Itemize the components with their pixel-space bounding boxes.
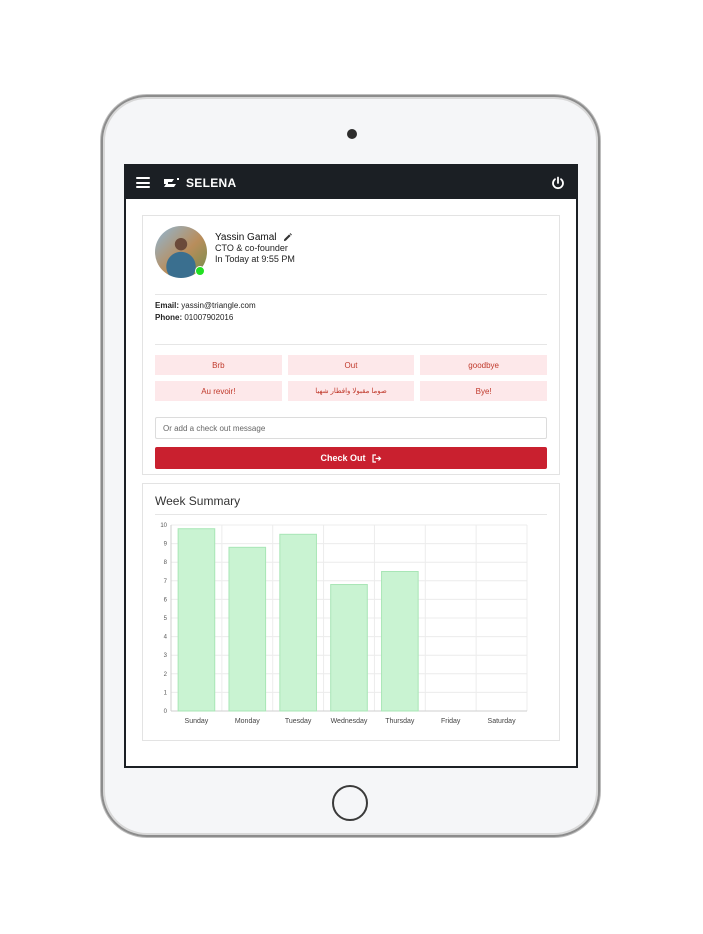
avatar [155, 226, 207, 278]
bar-wednesday [330, 584, 368, 712]
profile-card: Yassin Gamal CTO & co-founder In Today a… [142, 215, 560, 475]
power-icon[interactable] [550, 175, 566, 191]
checkout-button-label: Check Out [320, 453, 366, 463]
profile-header: Yassin Gamal CTO & co-founder In Today a… [155, 226, 547, 295]
contact-info: Email: yassin@triangle.com Phone: 010079… [155, 295, 547, 345]
y-tick-label: 7 [164, 579, 168, 585]
phone-label: Phone: [155, 313, 183, 322]
quick-message-au-revoir[interactable]: Au revoir! [155, 381, 282, 401]
quick-message-grid: Brb Out goodbye Au revoir! صوما مقبولا و… [155, 355, 547, 401]
profile-status-time: In Today at 9:55 PM [215, 254, 295, 264]
app-title: SELENA [186, 175, 237, 190]
hamburger-menu-icon[interactable] [136, 177, 150, 188]
y-tick-label: 0 [164, 709, 168, 715]
checkout-button[interactable]: Check Out [155, 447, 547, 469]
profile-name: Yassin Gamal [215, 232, 295, 243]
y-tick-label: 4 [164, 635, 168, 641]
profile-details: Yassin Gamal CTO & co-founder In Today a… [215, 226, 295, 265]
bar-thursday [381, 571, 419, 712]
y-tick-label: 9 [164, 542, 168, 548]
profile-role: CTO & co-founder [215, 243, 288, 253]
y-tick-label: 6 [164, 597, 168, 603]
y-tick-label: 5 [164, 616, 168, 622]
bar-sunday [177, 528, 216, 712]
quick-message-arabic[interactable]: صوما مقبولا وافطار شهيا [287, 381, 415, 401]
selena-logo-icon [164, 177, 179, 187]
main-content: Yassin Gamal CTO & co-founder In Today a… [126, 199, 576, 741]
phone-row: Phone: 01007902016 [155, 312, 547, 324]
pencil-icon[interactable] [283, 233, 292, 242]
email-label: Email: [155, 301, 180, 310]
week-summary-title: Week Summary [155, 494, 547, 515]
x-tick-label: Wednesday [331, 718, 368, 725]
checkout-message-input[interactable] [155, 417, 547, 439]
week-summary-chart: 0 1 2 3 4 5 6 7 8 9 10 Sunday Monday Tuesday Wednesday… [160, 523, 528, 725]
bar-tuesday [279, 533, 317, 712]
quick-message-brb[interactable]: Brb [155, 355, 282, 375]
y-tick-label: 1 [164, 690, 168, 696]
email-row: Email: yassin@triangle.com [155, 300, 547, 312]
home-button[interactable] [332, 785, 368, 821]
camera-icon [347, 129, 357, 139]
sign-out-icon [371, 453, 381, 463]
week-summary-card: Week Summary 0 1 2 3 4 5 6 7 8 9 10 Sunday Monday Tue… [142, 483, 560, 741]
x-tick-label: Monday [235, 718, 260, 725]
quick-message-out[interactable]: Out [287, 355, 415, 375]
x-tick-label: Thursday [385, 718, 415, 725]
y-tick-label: 8 [164, 560, 168, 566]
email-value: yassin@triangle.com [181, 301, 256, 310]
y-tick-label: 10 [160, 523, 167, 529]
app-screen: SELENA Yassin Gamal [124, 164, 578, 768]
x-tick-label: Saturday [488, 718, 517, 725]
y-tick-label: 2 [164, 672, 168, 678]
x-tick-label: Friday [441, 718, 461, 725]
quick-message-goodbye[interactable]: goodbye [420, 355, 547, 375]
top-navbar: SELENA [126, 166, 576, 199]
online-status-dot [195, 266, 205, 276]
phone-value: 01007902016 [184, 313, 234, 322]
bar-monday [228, 546, 267, 712]
quick-message-bye[interactable]: Bye! [420, 381, 547, 401]
x-tick-label: Sunday [185, 718, 209, 725]
profile-name-text: Yassin Gamal [215, 232, 277, 243]
x-tick-label: Tuesday [285, 718, 312, 725]
y-tick-label: 3 [164, 653, 168, 659]
